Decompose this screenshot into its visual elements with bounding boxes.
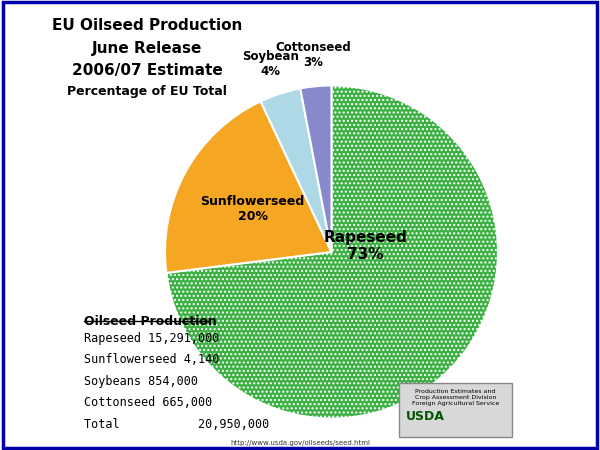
- Wedge shape: [301, 86, 331, 252]
- Text: Oilseed Production: Oilseed Production: [84, 315, 217, 328]
- Text: 2006/07 Estimate: 2006/07 Estimate: [71, 63, 223, 78]
- Text: http://www.usda.gov/oilseeds/seed.html: http://www.usda.gov/oilseeds/seed.html: [230, 440, 370, 446]
- Wedge shape: [166, 86, 498, 418]
- Point: [80, 319, 88, 324]
- Text: Soybean
4%: Soybean 4%: [242, 50, 299, 78]
- Text: Cottonseed
3%: Cottonseed 3%: [275, 41, 351, 69]
- Text: Production Estimates and
Crop Assessment Division
Foreign Agricultural Service: Production Estimates and Crop Assessment…: [412, 389, 499, 406]
- Text: Rapeseed 15,291,000: Rapeseed 15,291,000: [84, 332, 220, 345]
- FancyBboxPatch shape: [399, 382, 511, 436]
- Text: EU Oilseed Production: EU Oilseed Production: [52, 18, 242, 33]
- Text: USDA: USDA: [406, 410, 445, 423]
- Text: June Release: June Release: [92, 40, 202, 55]
- Text: Soybeans 854,000: Soybeans 854,000: [84, 375, 198, 388]
- Text: Total           20,950,000: Total 20,950,000: [84, 418, 269, 431]
- Text: Sunflowerseed
20%: Sunflowerseed 20%: [200, 195, 305, 223]
- Text: Cottonseed 665,000: Cottonseed 665,000: [84, 396, 212, 410]
- Wedge shape: [260, 89, 331, 252]
- Text: Percentage of EU Total: Percentage of EU Total: [67, 86, 227, 99]
- Text: Rapeseed
73%: Rapeseed 73%: [323, 230, 407, 262]
- Text: Sunflowerseed 4,140: Sunflowerseed 4,140: [84, 353, 220, 366]
- Point: [204, 319, 211, 324]
- Wedge shape: [165, 101, 331, 273]
